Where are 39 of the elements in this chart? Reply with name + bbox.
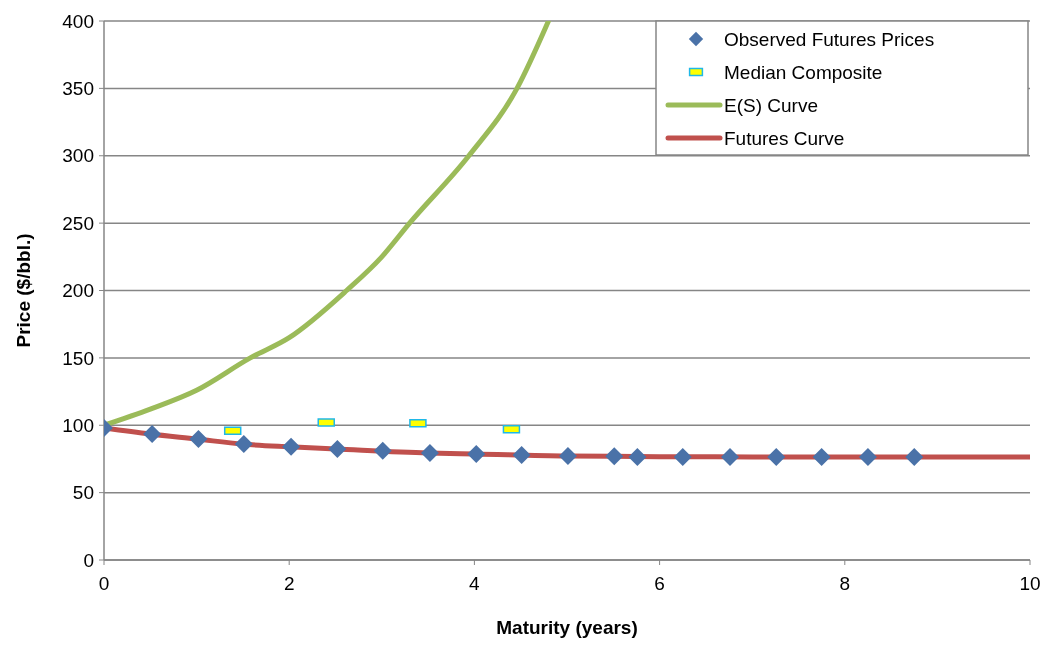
point (812, 447, 831, 466)
x-tick-label: 4 (469, 573, 481, 594)
point (558, 446, 577, 465)
y-tick-label: 150 (62, 347, 94, 369)
point (605, 447, 624, 466)
legend-label: Median Composite (724, 61, 883, 83)
point (420, 444, 439, 463)
x-tick-label: 6 (654, 573, 665, 594)
y-tick-label: 200 (62, 280, 94, 302)
point (373, 441, 392, 460)
point (720, 447, 739, 466)
y-tick-label: 100 (62, 414, 94, 436)
point (767, 447, 786, 466)
y-tick-label: 0 (83, 549, 94, 571)
point (905, 447, 924, 466)
x-tick-label: 2 (283, 573, 295, 594)
x-axis-title: Maturity (years) (496, 617, 638, 638)
point (628, 447, 647, 466)
y-tick-label: 350 (62, 78, 94, 100)
x-tick-label: 10 (1019, 573, 1041, 594)
y-tick-label: 50 (72, 482, 94, 504)
point (858, 447, 877, 466)
legend-label: Futures Curve (724, 127, 845, 149)
y-tick-label: 400 (62, 10, 94, 32)
point (673, 447, 692, 466)
point (234, 435, 253, 454)
point (512, 445, 531, 464)
x-tick-label: 0 (98, 573, 110, 594)
point (189, 429, 208, 448)
point (143, 425, 162, 444)
y-tick-label: 300 (62, 145, 94, 167)
legend-label: E(S) Curve (724, 94, 818, 116)
x-tick-label: 8 (839, 573, 851, 594)
legend-label: Observed Futures Prices (724, 28, 935, 50)
point (282, 437, 301, 456)
y-tick-label: 250 (62, 212, 94, 234)
point (467, 444, 486, 463)
point (328, 439, 347, 458)
y-axis-title: Price ($/bbl.) (13, 233, 34, 348)
